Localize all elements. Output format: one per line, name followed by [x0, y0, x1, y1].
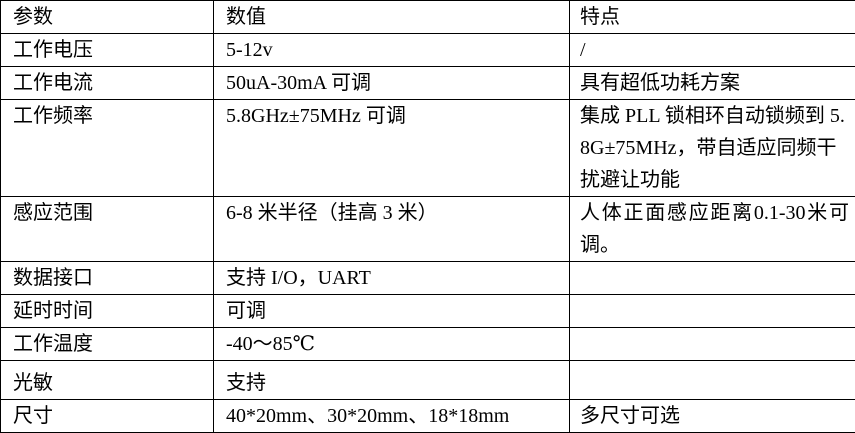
- table-row: 数据接口支持 I/O，UART: [1, 262, 855, 295]
- value-cell: 50uA-30mA 可调: [214, 67, 570, 100]
- feature-cell: [570, 295, 855, 328]
- param-cell: 光敏: [1, 361, 214, 400]
- param-cell: 工作温度: [1, 328, 214, 361]
- value-cell: 5-12v: [214, 34, 570, 67]
- value-cell: 数值: [214, 1, 570, 34]
- value-cell: 支持: [214, 361, 570, 400]
- table-row: 工作温度-40～85℃: [1, 328, 855, 361]
- feature-cell: [570, 328, 855, 361]
- param-cell: 工作电压: [1, 34, 214, 67]
- feature-cell: 多尺寸可选: [570, 400, 855, 433]
- value-cell: 40*20mm、30*20mm、18*18mm: [214, 400, 570, 433]
- feature-cell: /: [570, 34, 855, 67]
- param-cell: 感应范围: [1, 197, 214, 262]
- value-cell: 可调: [214, 295, 570, 328]
- feature-cell: [570, 262, 855, 295]
- param-cell: 参数: [1, 1, 214, 34]
- table-row: 延时时间可调: [1, 295, 855, 328]
- feature-cell: [570, 361, 855, 400]
- value-cell: 6-8 米半径（挂高 3 米）: [214, 197, 570, 262]
- feature-cell: 集成 PLL 锁相环自动锁频到 5.8G±75MHz，带自适应同频干扰避让功能: [570, 100, 855, 197]
- value-cell: 5.8GHz±75MHz 可调: [214, 100, 570, 197]
- value-cell: -40～85℃: [214, 328, 570, 361]
- param-cell: 尺寸: [1, 400, 214, 433]
- feature-cell: 具有超低功耗方案: [570, 67, 855, 100]
- feature-cell: 特点: [570, 1, 855, 34]
- param-cell: 延时时间: [1, 295, 214, 328]
- param-cell: 工作电流: [1, 67, 214, 100]
- value-cell: 支持 I/O，UART: [214, 262, 570, 295]
- param-cell: 数据接口: [1, 262, 214, 295]
- table-row: 光敏支持: [1, 361, 855, 400]
- param-cell: 工作频率: [1, 100, 214, 197]
- table-row: 参数数值特点: [1, 1, 855, 34]
- feature-cell: 人体正面感应距离0.1-30米可调。: [570, 197, 855, 262]
